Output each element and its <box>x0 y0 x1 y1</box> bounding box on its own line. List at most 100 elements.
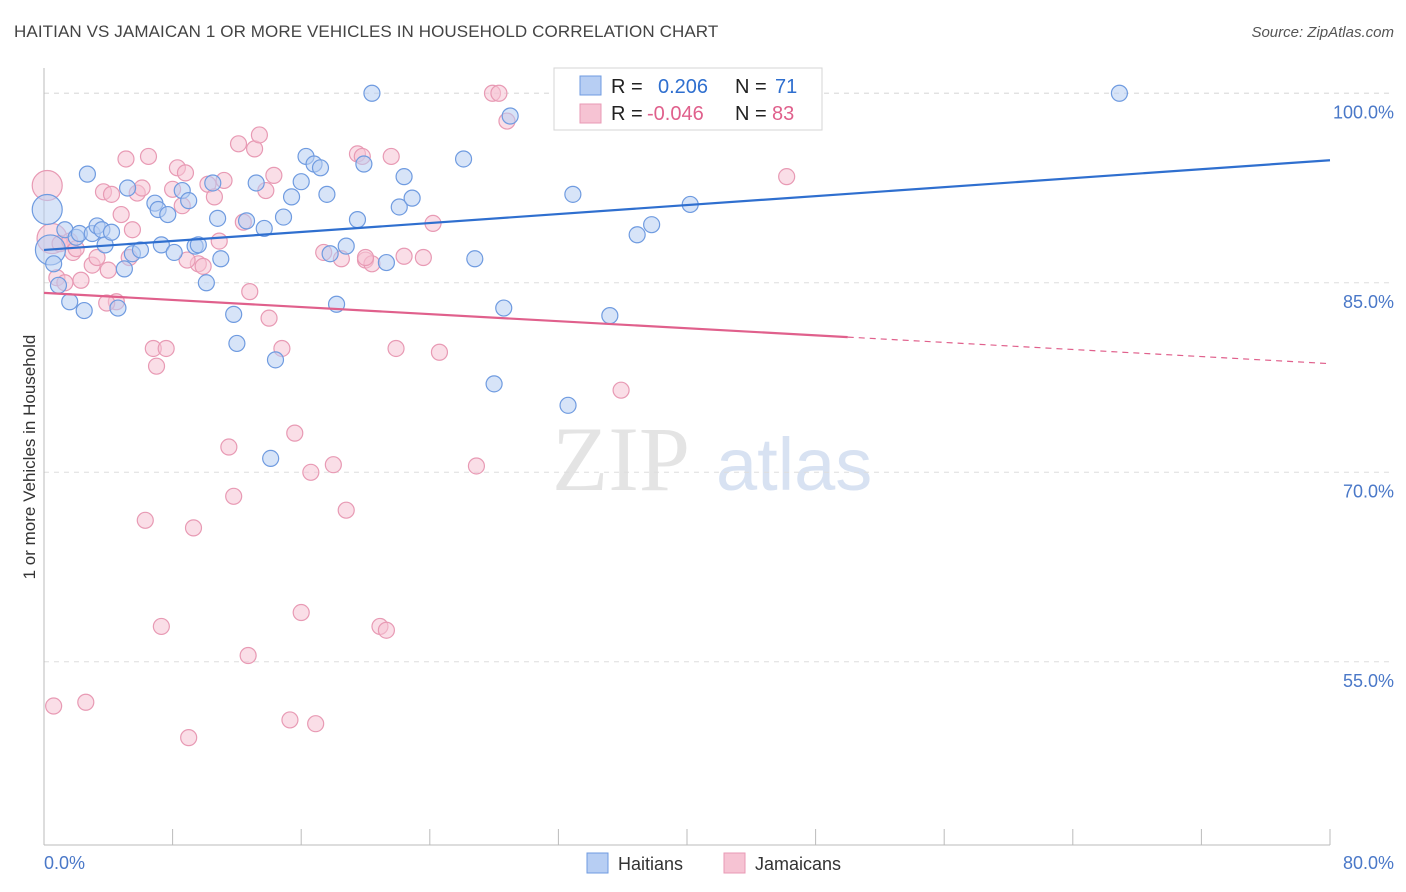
haitian-point <box>118 179 137 197</box>
jamaican-point <box>778 168 796 186</box>
jamaican-point <box>77 693 95 711</box>
jamaican-point <box>239 646 257 665</box>
haitian-point <box>31 193 63 226</box>
haitian-point <box>262 449 280 467</box>
haitian-point <box>403 189 421 207</box>
jamaican-point <box>490 84 508 102</box>
haitian-point <box>274 208 293 226</box>
jamaican-point <box>102 185 121 203</box>
haitian-point <box>247 174 265 192</box>
haitian-point <box>377 253 395 272</box>
haitian-point <box>321 245 339 263</box>
legend-r-label-2: R = <box>611 103 643 125</box>
haitian-point <box>564 185 582 203</box>
bottom-legend: Haitians Jamaicans <box>586 852 841 874</box>
jamaican-point <box>45 697 63 715</box>
haitian-point <box>131 241 150 259</box>
jamaican-point <box>467 457 486 475</box>
haitian-point <box>501 107 519 125</box>
jamaican-point <box>286 424 304 442</box>
haitian-point <box>115 260 133 278</box>
jamaican-point <box>414 248 432 267</box>
x-axis-ticks <box>172 829 1331 845</box>
jamaican-point <box>152 617 170 636</box>
jamaican-point <box>260 309 278 327</box>
haitian-point <box>266 351 285 369</box>
haitian-point <box>189 236 207 254</box>
x-tick-label-min: 0.0% <box>44 853 85 873</box>
jamaican-point <box>176 164 195 182</box>
haitian-point <box>204 174 222 192</box>
jamaican-point <box>133 179 151 197</box>
y-tick-label: 55.0% <box>1343 671 1394 691</box>
jamaican-point <box>72 271 90 289</box>
haitian-point <box>355 155 373 173</box>
legend-r-value-1: 0.206 <box>658 76 708 98</box>
jamaican-point <box>250 126 269 144</box>
haitian-point <box>390 198 408 216</box>
jamaican-point <box>184 519 203 537</box>
legend-r-value-2: -0.046 <box>647 103 704 125</box>
haitians-trend-line <box>43 159 1331 252</box>
bottom-legend-swatch-jamaicans <box>723 852 746 874</box>
haitian-point <box>1110 84 1129 102</box>
haitian-point <box>109 299 127 317</box>
jamaican-point <box>136 511 154 529</box>
legend-swatch-haitians <box>579 75 602 96</box>
jamaicans-trend-line <box>43 291 848 339</box>
trend-lines <box>43 159 1331 365</box>
legend-n-label-1: N = <box>735 76 767 98</box>
haitian-point <box>180 192 198 210</box>
haitian-point <box>466 250 484 268</box>
haitian-point <box>228 334 246 353</box>
legend-n-label-2: N = <box>735 103 767 125</box>
legend-n-value-1: 71 <box>775 76 797 98</box>
jamaican-point <box>112 205 130 224</box>
haitian-point <box>337 237 355 255</box>
watermark-zip: ZIP <box>552 408 690 510</box>
jamaican-point <box>99 261 117 279</box>
haitian-point <box>78 165 97 183</box>
haitian-point <box>454 150 473 168</box>
x-tick-label-max: 80.0% <box>1343 853 1394 873</box>
legend-n-value-2: 83 <box>772 103 794 125</box>
jamaican-point <box>395 247 413 265</box>
jamaican-point <box>241 283 259 301</box>
haitian-point <box>61 293 79 311</box>
haitian-point <box>363 84 381 102</box>
haitian-point <box>102 223 121 241</box>
legend-r-label-1: R = <box>611 76 643 98</box>
haitian-point <box>495 299 513 317</box>
jamaican-point <box>307 715 325 733</box>
y-tick-label: 100.0% <box>1333 102 1394 122</box>
jamaican-point <box>139 147 158 166</box>
haitian-point <box>311 159 330 177</box>
haitian-point <box>282 188 301 206</box>
jamaicans-trend-extension <box>847 336 1331 365</box>
haitian-point <box>292 173 310 191</box>
haitian-point <box>159 205 177 224</box>
watermark: ZIP atlas <box>552 408 872 510</box>
jamaican-point <box>302 463 320 481</box>
haitian-point <box>75 301 93 320</box>
bottom-legend-label-haitians: Haitians <box>618 854 683 874</box>
jamaican-point <box>324 456 342 474</box>
haitian-point <box>45 255 63 273</box>
source-label: Source: ZipAtlas.com <box>1251 24 1394 41</box>
jamaican-point <box>430 343 449 361</box>
jamaican-point <box>281 711 299 729</box>
jamaican-point <box>612 381 630 399</box>
jamaican-point <box>220 438 238 456</box>
jamaican-point <box>382 147 400 166</box>
haitian-point <box>485 375 503 393</box>
watermark-atlas: atlas <box>716 423 872 506</box>
jamaican-point <box>292 603 310 622</box>
chart-title: HAITIAN VS JAMAICAN 1 OR MORE VEHICLES I… <box>14 22 719 41</box>
legend-box: R = 0.206 N = 71 R = -0.046 N = 83 <box>553 67 823 131</box>
y-tick-labels: 100.0% 85.0% 70.0% 55.0% <box>1333 102 1394 691</box>
jamaican-point <box>88 248 106 267</box>
jamaican-point <box>265 166 283 184</box>
jamaican-point <box>147 357 166 375</box>
y-tick-label: 70.0% <box>1343 481 1394 501</box>
jamaican-point <box>123 221 142 239</box>
